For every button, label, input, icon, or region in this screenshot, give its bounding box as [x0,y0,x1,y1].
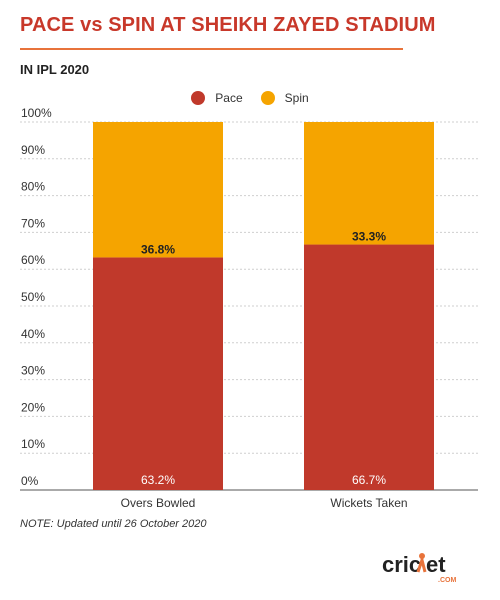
data-label-spin: 33.3% [352,230,386,244]
y-tick-label: 90% [21,143,45,157]
y-tick-label: 0% [21,474,39,488]
y-tick-label: 40% [21,327,45,341]
data-label-pace: 66.7% [352,473,386,487]
y-tick-label: 10% [21,437,45,451]
legend-item-spin: Spin [260,91,309,105]
svg-text:cric: cric [382,552,421,577]
legend: Pace Spin [0,88,500,108]
svg-text:et: et [426,552,446,577]
bar-spin [304,122,434,245]
y-tick-label: 60% [21,253,45,267]
data-label-pace: 63.2% [141,473,175,487]
bar-spin [93,122,223,258]
legend-label-pace: Pace [215,91,243,105]
bar-pace [93,257,223,490]
cricket-com-logo: cric et .COM [382,552,456,584]
chart-title: PACE vs SPIN AT SHEIKH ZAYED STADIUM [20,14,436,36]
footnote: NOTE: Updated until 26 October 2020 [20,518,207,530]
y-tick-label: 50% [21,290,45,304]
title-underline [20,48,403,50]
y-tick-label: 70% [21,216,45,230]
x-category-label: Overs Bowled [121,496,196,510]
legend-label-spin: Spin [284,91,309,105]
svg-text:.COM: .COM [438,577,456,584]
y-tick-label: 80% [21,180,45,194]
y-tick-label: 20% [21,400,45,414]
bar-pace [304,244,434,490]
x-category-label: Wickets Taken [330,496,407,510]
legend-item-pace: Pace [191,91,243,105]
data-label-spin: 36.8% [141,242,175,256]
legend-swatch-pace [191,91,206,105]
y-tick-label: 100% [21,106,52,120]
legend-swatch-spin [260,91,275,105]
chart-subtitle: IN IPL 2020 [20,62,90,77]
y-tick-label: 30% [21,364,45,378]
